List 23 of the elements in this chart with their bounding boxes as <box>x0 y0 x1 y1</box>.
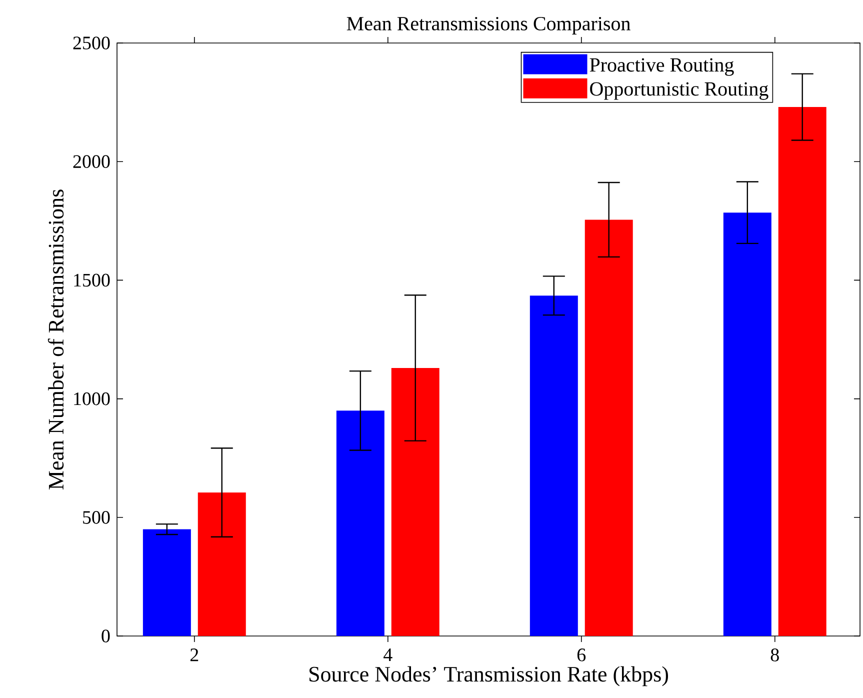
legend-label: Proactive Routing <box>590 58 734 76</box>
y-tick-label: 2500 <box>73 36 110 50</box>
y-tick-label: 0 <box>102 630 110 642</box>
x-axis-title: Source Nodes’ Transmission Rate (kbps) <box>310 666 668 686</box>
bar <box>336 410 384 636</box>
x-tick-label: 2 <box>190 648 198 662</box>
bar <box>584 220 633 636</box>
bar <box>778 107 826 636</box>
bar <box>391 368 440 636</box>
x-tick-label: 8 <box>770 648 779 662</box>
y-tick-label: 1500 <box>74 274 110 287</box>
bar <box>142 529 191 636</box>
bar <box>530 296 578 636</box>
y-tick-label: 500 <box>83 510 110 524</box>
x-tick-label: 6 <box>577 648 586 662</box>
x-tick-label: 4 <box>384 648 392 662</box>
bar <box>198 492 246 636</box>
chart-title: Mean Retransmissions Comparison <box>346 16 630 34</box>
y-tick-label: 2000 <box>73 155 110 168</box>
y-axis-title: Mean Number of Retransmissions <box>48 190 64 490</box>
y-tick-label: 1000 <box>74 392 110 406</box>
bar <box>723 212 772 636</box>
legend-label: Opportunistic Routing <box>590 82 768 100</box>
